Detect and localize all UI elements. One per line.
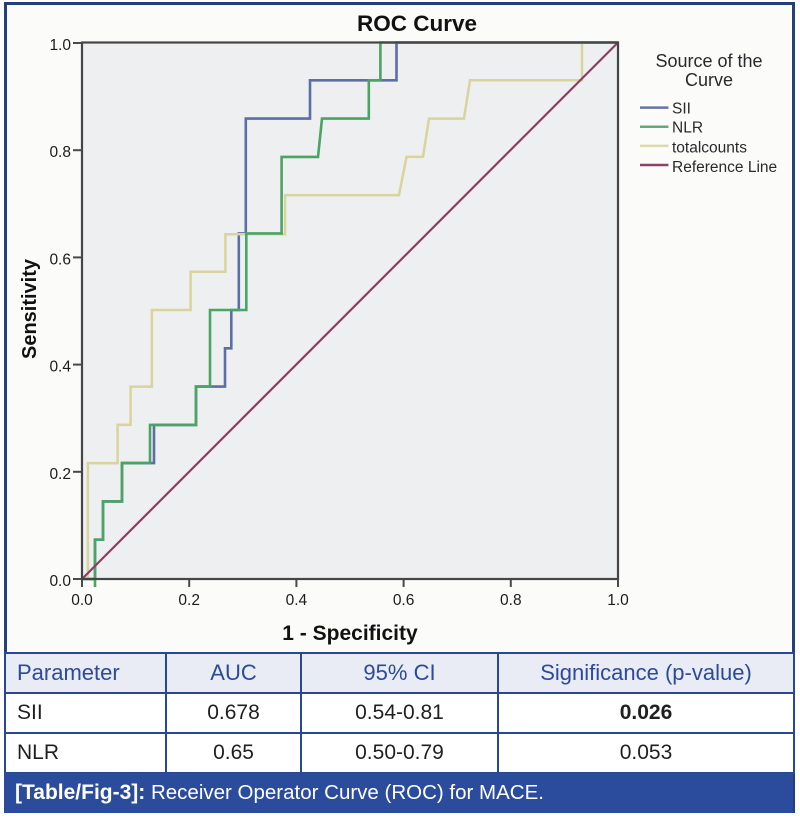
svg-text:0.8: 0.8 [500, 592, 522, 609]
svg-text:Source of the: Source of the [655, 51, 762, 71]
svg-text:1.0: 1.0 [607, 592, 629, 609]
svg-text:SII: SII [672, 100, 691, 117]
svg-text:0.6: 0.6 [49, 251, 71, 268]
svg-text:0.0: 0.0 [49, 573, 71, 590]
svg-text:ROC Curve: ROC Curve [357, 11, 477, 36]
svg-text:0.0: 0.0 [71, 592, 93, 609]
svg-text:0.2: 0.2 [49, 466, 71, 483]
svg-text:1.0: 1.0 [49, 37, 71, 54]
svg-text:Curve: Curve [685, 70, 733, 90]
svg-text:NLR: NLR [672, 119, 703, 136]
svg-text:0.6: 0.6 [393, 592, 415, 609]
svg-text:0.2: 0.2 [178, 592, 200, 609]
svg-text:0.4: 0.4 [286, 592, 308, 609]
svg-text:0.4: 0.4 [49, 359, 71, 376]
svg-text:0.8: 0.8 [49, 144, 71, 161]
svg-text:1 - Specificity: 1 - Specificity [282, 622, 418, 645]
svg-text:Reference Line: Reference Line [672, 159, 777, 176]
svg-text:Sensitivity: Sensitivity [19, 258, 41, 359]
svg-text:totalcounts: totalcounts [672, 140, 747, 157]
